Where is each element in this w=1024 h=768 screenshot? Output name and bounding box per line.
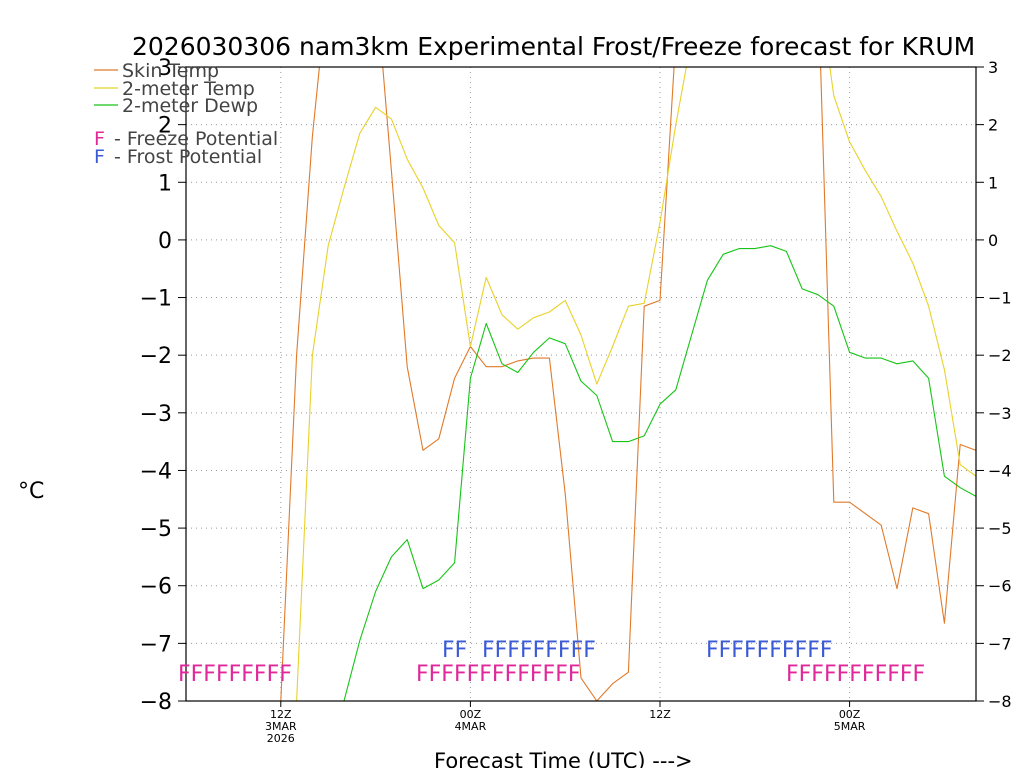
x-tick-label: 5MAR: [834, 720, 866, 733]
y-tick-label-right: −4: [988, 461, 1012, 480]
y-tick-label-left: −3: [140, 402, 172, 427]
y-tick-label-left: −8: [140, 690, 172, 715]
frost-potential-legend-text: - Frost Potential: [108, 146, 262, 168]
y-tick-label-left: 0: [158, 229, 172, 254]
y-tick-label-left: 1: [158, 171, 172, 196]
chart-title: 2026030306 nam3km Experimental Frost/Fre…: [132, 32, 975, 61]
y-tick-label-right: −2: [988, 346, 1012, 365]
potential-markers: FF FFFFFFFFF FFFFFFFFFF FFFFFFFFF FFFFFF…: [178, 638, 925, 687]
x-axis-label: Forecast Time (UTC) --->: [434, 749, 693, 768]
y-tick-label-left: −2: [140, 344, 172, 369]
y-tick-label-right: 3: [988, 58, 998, 77]
legend: Skin Temp 2-meter Temp 2-meter Dewp F - …: [94, 60, 278, 168]
freeze-potential-legend-text: - Freeze Potential: [108, 128, 278, 150]
y-tick-label-right: −5: [988, 519, 1012, 538]
x-tick-label: 3MAR: [265, 720, 297, 733]
y-tick-label-right: −6: [988, 577, 1012, 596]
y-tick-label-right: −1: [988, 289, 1012, 308]
legend-label-2m-temp: 2-meter Temp: [122, 78, 255, 100]
frost-potential-segment: FFFFFFFFF: [482, 638, 596, 663]
series-line-2-meter-dewp: [343, 245, 976, 701]
series-line-skin-temp: [280, 67, 976, 701]
y-tick-label-right: 1: [988, 173, 998, 192]
x-tick-label: 00Z: [460, 708, 482, 721]
gridlines: [186, 67, 976, 701]
y-tick-label-left: 2: [158, 114, 172, 139]
y-tick-label-right: 2: [988, 116, 998, 135]
y-tick-label-left: −4: [140, 459, 172, 484]
legend-label-skin-temp: Skin Temp: [122, 60, 219, 82]
y-tick-label-left: −5: [140, 517, 172, 542]
y-tick-label-left: 3: [158, 56, 172, 81]
y-tick-label-right: −3: [988, 404, 1012, 423]
legend-label-2m-dewp: 2-meter Dewp: [122, 95, 258, 117]
y-tick-label-left: −1: [140, 287, 172, 312]
x-tick-label: 12Z: [270, 708, 292, 721]
freeze-potential-segment: FFFFFFFFFFFFF: [416, 662, 581, 687]
frost-potential-segment: FFFFFFFFFF: [706, 638, 833, 663]
y-tick-label-right: 0: [988, 231, 998, 250]
x-tick-label: 12Z: [649, 708, 671, 721]
freeze-potential-legend-marker: F: [94, 128, 105, 150]
freeze-potential-segment: FFFFFFFFF: [178, 662, 292, 687]
x-tick-label: 4MAR: [455, 720, 487, 733]
y-tick-label-right: −7: [988, 634, 1012, 653]
y-axis-label: °C: [18, 479, 44, 504]
y-tick-label-right: −8: [988, 692, 1012, 711]
series-lines: [280, 67, 976, 701]
frost-potential-legend-marker: F: [94, 146, 105, 168]
y-tick-label-left: −7: [140, 632, 172, 657]
x-tick-label: 2026: [267, 732, 295, 745]
freeze-potential-segment: FFFFFFFFFFF: [786, 662, 925, 687]
y-tick-label-left: −6: [140, 575, 172, 600]
series-line-2-meter-temp: [296, 67, 976, 701]
y-axis: −8 −8 −7 −7 −6 −6 −5 −5 −4 −4 −3 −3 −2 −2 −1 −1 0 0 1 1 2 2 3 3: [140, 56, 1012, 715]
frost-potential-segment: FF: [442, 638, 467, 663]
x-tick-label: 00Z: [839, 708, 861, 721]
plot-frame: [185, 66, 977, 702]
